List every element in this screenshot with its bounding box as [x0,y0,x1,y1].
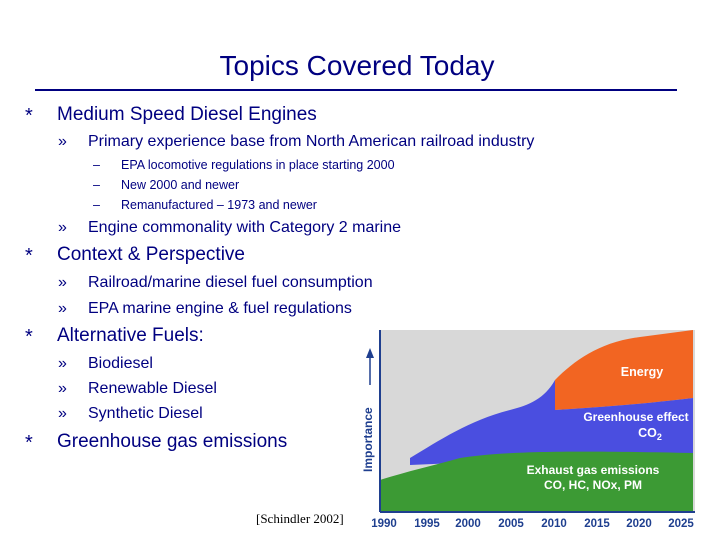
exhaust-label-line2: CO, HC, NOx, PM [544,478,642,492]
energy-label: Energy [621,365,663,379]
subbullet-text: Railroad/marine diesel fuel consumption [88,274,373,291]
exhaust-band [380,451,693,512]
subbullet-marker: » [58,274,67,291]
bullet-marker: * [25,326,33,348]
subbullet-text: Biodiesel [88,355,153,372]
subbullet-text: Primary experience base from North Ameri… [88,133,535,150]
subsubbullet-text: EPA locomotive regulations in place star… [121,158,395,172]
subbullet-marker: » [58,405,67,422]
x-tick-1990: 1990 [371,518,397,530]
subbullet-text: EPA marine engine & fuel regulations [88,300,352,317]
subbullet-marker: » [58,300,67,317]
energy-band [555,330,693,410]
subsubbullet-marker: – [93,198,100,212]
bullet-text: Context & Perspective [57,244,245,265]
x-tick-2015: 2015 [584,518,610,530]
importance-arrow-head [366,348,374,358]
greenhouse-label-line2: CO2 [638,426,662,442]
bullet-marker: * [25,105,33,127]
bullet-marker: * [25,432,33,454]
slide-title: Topics Covered Today [219,50,495,81]
greenhouse-label-line1: Greenhouse effect [583,410,688,424]
bullet-text: Alternative Fuels: [57,325,204,346]
x-tick-1995: 1995 [414,518,440,530]
subbullet-marker: » [58,380,67,397]
subsubbullet-text: New 2000 and newer [121,178,240,192]
x-tick-2005: 2005 [498,518,524,530]
subbullet-text: Engine commonality with Category 2 marin… [88,219,402,236]
importance-figure: Importance 1990 1995 2000 2005 2010 2015… [361,330,695,530]
greenhouse-label-sub: 2 [657,432,662,442]
subbullet-marker: » [58,219,67,236]
subbullet-text: Renewable Diesel [88,380,217,397]
title-underline [35,89,677,91]
figure-citation: [Schindler 2002] [256,511,344,526]
subbullet-marker: » [58,133,67,150]
exhaust-label-line1: Exhaust gas emissions [527,463,660,477]
greenhouse-label-co: CO [638,426,657,440]
y-axis-label: Importance [361,407,375,472]
subbullet-text: Synthetic Diesel [88,405,203,422]
x-tick-labels: 1990 1995 2000 2005 2010 2015 2020 2025 [371,518,694,530]
subsubbullet-marker: – [93,178,100,192]
bullet-text: Medium Speed Diesel Engines [57,104,317,125]
bullet-marker: * [25,245,33,267]
subbullet-marker: » [58,355,67,372]
x-tick-2025: 2025 [668,518,694,530]
subsubbullet-text: Remanufactured – 1973 and newer [121,198,317,212]
subsubbullet-marker: – [93,158,100,172]
x-tick-2010: 2010 [541,518,567,530]
bullet-text: Greenhouse gas emissions [57,431,288,452]
x-tick-2000: 2000 [455,518,481,530]
x-tick-2020: 2020 [626,518,652,530]
greenhouse-band [410,380,693,465]
